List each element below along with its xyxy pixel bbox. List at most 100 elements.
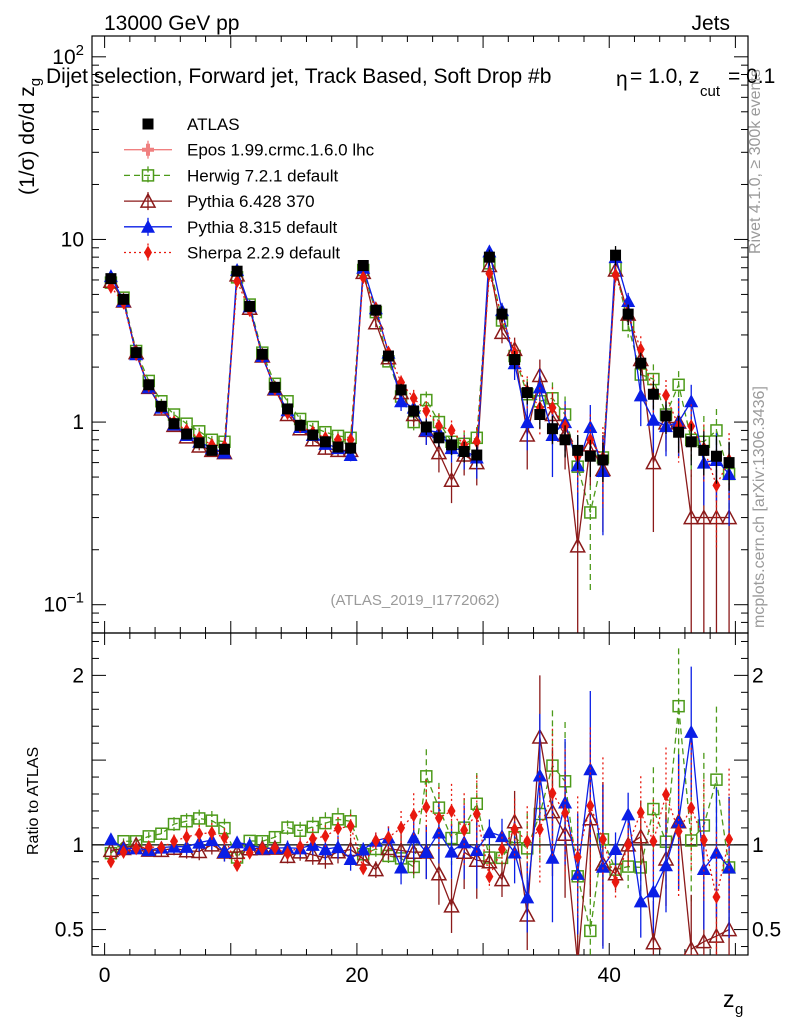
herwig-ratio-point: [281, 821, 294, 834]
atlas-point: [395, 384, 407, 396]
sherpa-point: [447, 423, 456, 438]
herwig-line: [110, 263, 730, 513]
sherpa-ratio-point: [535, 822, 544, 837]
sherpa-ratio-point: [586, 798, 595, 813]
legend-label: Pythia 8.315 default: [187, 218, 338, 237]
legend-marker: [141, 169, 155, 182]
sherpa-point: [662, 388, 670, 403]
atlas-point: [723, 457, 735, 469]
pythia6-ratio-point: [304, 846, 322, 862]
sherpa-ratio-point: [472, 807, 481, 822]
pythia8-ratio-point: [646, 884, 661, 898]
ratio-y-tick-label: 2: [72, 664, 84, 687]
sherpa-ratio-point: [598, 832, 607, 847]
sherpa-ratio-point: [561, 806, 570, 821]
sherpa-ratio-point: [296, 839, 305, 854]
pythia6-ratio-point: [695, 933, 713, 949]
atlas-point: [244, 300, 256, 312]
herwig-ratio-point: [319, 816, 332, 830]
pythia6-ratio-point: [190, 842, 208, 859]
pythia8-ratio-point: [103, 832, 118, 846]
sherpa-point: [485, 266, 494, 281]
sherpa-ratio-point: [485, 869, 494, 884]
atlas-point: [597, 454, 609, 466]
pythia6-point: [569, 537, 586, 553]
sherpa-ratio-point: [106, 854, 115, 869]
sherpa-ratio-point: [699, 833, 708, 847]
sherpa-ratio-point: [170, 834, 178, 849]
pythia8-ratio-point: [633, 894, 648, 908]
legend-label: Herwig 7.2.1 default: [187, 166, 338, 185]
pythia6-ratio-point: [367, 861, 385, 877]
y-tick-label: 102: [52, 42, 84, 69]
atlas-point: [433, 432, 445, 444]
pythia8-point: [343, 448, 358, 462]
pythia6-point: [645, 454, 662, 470]
sherpa-ratio-point: [119, 845, 128, 860]
ratio-y-tick-label: 0.5: [55, 919, 84, 942]
pythia8-ratio-point: [217, 845, 232, 859]
pythia8-ratio-point: [558, 795, 573, 809]
sherpa-ratio-point: [384, 830, 393, 845]
sherpa-point: [422, 403, 431, 418]
pythia8-ratio-point: [608, 841, 623, 855]
atlas-point: [584, 450, 596, 462]
atlas-point: [143, 379, 155, 391]
sherpa-ratio-point: [359, 861, 368, 876]
atlas-point: [319, 436, 331, 448]
sherpa-ratio-point: [498, 842, 506, 857]
atlas-point: [483, 251, 495, 263]
sherpa-ratio-point: [447, 803, 456, 818]
pythia6-ratio-point: [493, 871, 511, 887]
atlas-point: [521, 387, 533, 399]
pythia8-ratio-point: [545, 850, 560, 864]
sherpa-ratio-point: [321, 829, 330, 844]
pythia8-ratio-point: [192, 835, 207, 849]
ratio-plot-area: [102, 648, 738, 955]
legend-marker: [144, 245, 152, 260]
sherpa-point: [409, 391, 418, 406]
pythia8-ratio-point: [495, 829, 509, 843]
pythia8-ratio-point: [507, 845, 522, 859]
sherpa-ratio-point: [409, 808, 418, 823]
pythia8-ratio-point: [230, 835, 245, 849]
atlas-point: [282, 403, 294, 415]
herwig-ratio-point: [684, 834, 698, 847]
pythia8-ratio-point: [394, 860, 409, 874]
pythia8-point: [646, 412, 661, 426]
atlas-point: [256, 348, 268, 360]
atlas-point: [370, 304, 382, 316]
pythia6-point: [493, 323, 511, 340]
selection-title-text: Dijet selection, Forward jet, Track Base…: [46, 65, 551, 88]
atlas-point: [269, 381, 281, 393]
sherpa-ratio-point: [434, 810, 443, 825]
atlas-point: [446, 439, 458, 451]
herwig-ratio-point: [167, 817, 181, 831]
sherpa-ratio-point: [258, 841, 267, 856]
ratio-y-tick-label-right: 0.5: [752, 919, 781, 942]
legend-entry-epos: Epos 1.99.crmc.1.6.0 lhc: [124, 140, 375, 160]
pythia8-ratio-point: [431, 825, 446, 839]
sherpa-ratio-line: [110, 791, 730, 898]
selection-title: Dijet selection, Forward jet, Track Base…: [46, 65, 775, 100]
x-tick-label: 0: [99, 964, 111, 987]
pythia8-point: [520, 415, 535, 429]
pythia6-point: [708, 508, 725, 525]
pythia8-ratio-point: [457, 835, 472, 849]
ratio-y-axis-label: Ratio to ATLAS: [25, 747, 42, 855]
sherpa-point: [233, 274, 242, 289]
atlas-point: [118, 293, 130, 305]
y-tick-label: 10: [61, 228, 84, 251]
pythia8-ratio-point: [419, 845, 434, 859]
atlas-point: [685, 436, 697, 448]
ratio-panel: 0 20 40 0.5 0.5 1 1 2 2: [55, 632, 781, 987]
atlas-point: [572, 444, 584, 456]
sherpa-point: [359, 270, 368, 285]
atlas-point: [168, 418, 180, 430]
sherpa-ratio-point: [674, 824, 683, 839]
selection-title-zcut: = 1.0, z: [630, 65, 699, 88]
herwig-ratio-point: [584, 924, 597, 938]
main-plot-area: [102, 244, 738, 633]
sherpa-ratio-point: [371, 833, 380, 848]
